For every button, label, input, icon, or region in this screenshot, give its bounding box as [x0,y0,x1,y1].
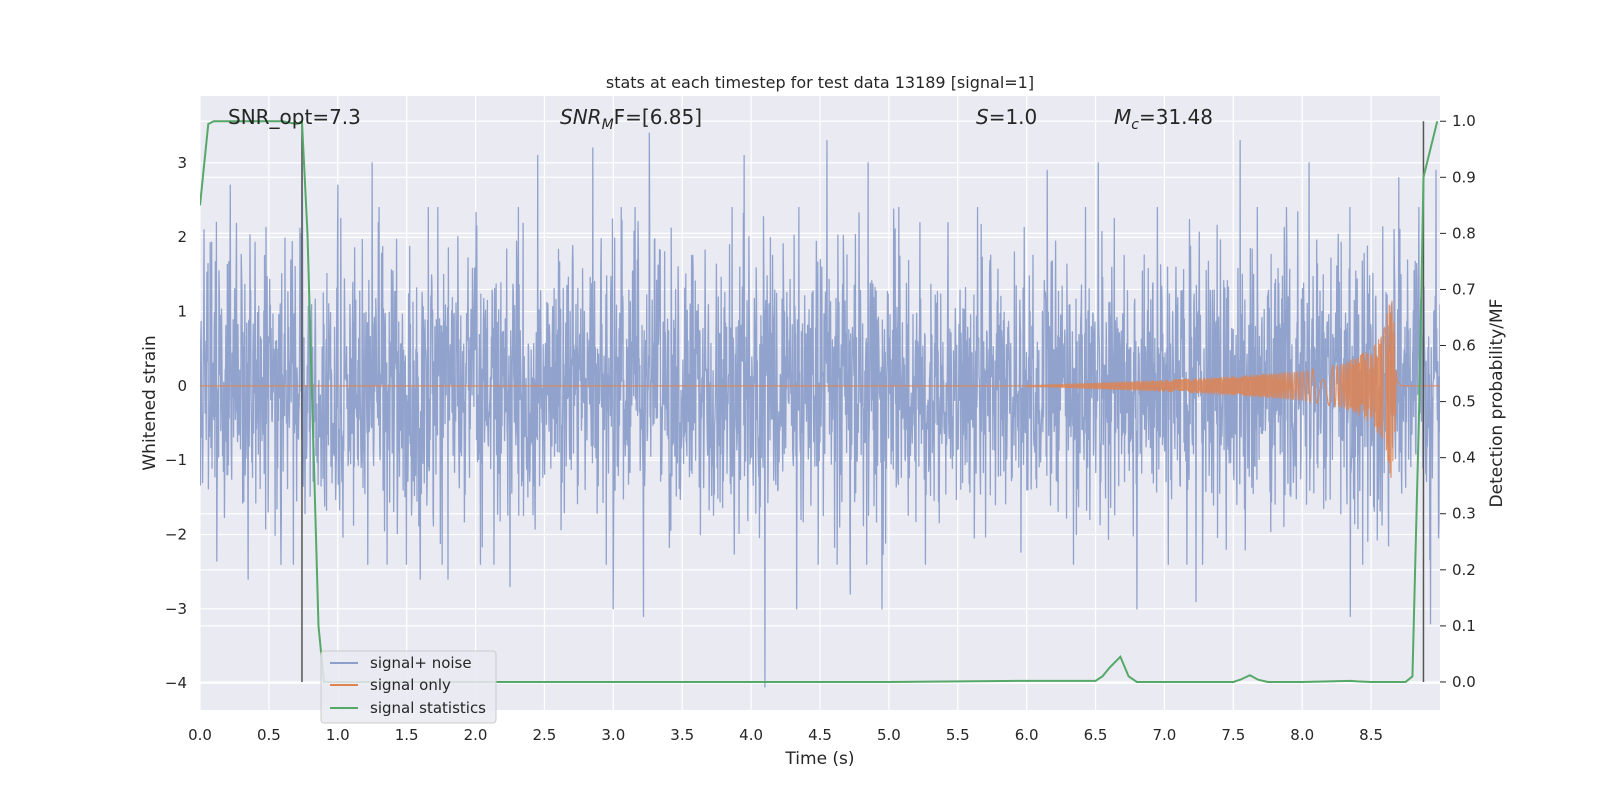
x-tick-label: 2.0 [464,726,488,744]
right-y-tick-label: 0.5 [1452,393,1476,411]
annotation-mc-main: M [1114,105,1131,129]
legend-label-signal-only: signal only [370,676,451,694]
x-tick-label: 8.5 [1359,726,1383,744]
x-tick-label: 7.5 [1221,726,1245,744]
x-tick-label: 0.0 [188,726,212,744]
left-y-tick-label: 1 [177,303,187,321]
annotation-snr-mf-sub: M [602,117,614,133]
legend: signal+ noise signal only signal statist… [320,650,497,724]
annotation-s: S=1.0 [976,105,1037,129]
x-tick-label: 6.0 [1015,726,1039,744]
chart-title: stats at each timestep for test data 131… [606,73,1034,92]
x-axis-label: Time (s) [784,749,854,769]
right-y-tick-label: 1.0 [1452,112,1476,130]
right-y-tick-label: 0.3 [1452,505,1476,523]
x-tick-label: 3.0 [601,726,625,744]
x-tick-label: 1.5 [395,726,419,744]
annotation-snr-mf-main: SNR [560,105,602,129]
annotation-snr-mf-rest: F=[6.85] [614,105,702,129]
right-y-tick-label: 0.6 [1452,337,1476,355]
annotation-mc: Mc=31.48 [1114,105,1213,133]
left-y-tick-label: 2 [177,228,187,246]
legend-label-signal-statistics: signal statistics [370,699,486,717]
legend-label-signal-noise: signal+ noise [370,654,472,672]
left-y-tick-label: 3 [177,154,187,172]
right-y-tick-label: 0.2 [1452,561,1476,579]
annotation-snr-mf: SNRMF=[6.85] [560,105,702,133]
left-y-tick-label: −2 [165,526,187,544]
x-tick-label: 0.5 [257,726,281,744]
x-tick-label: 5.5 [946,726,970,744]
x-tick-label: 5.0 [877,726,901,744]
left-y-tick-label: 0 [177,377,187,395]
x-tick-label: 4.5 [808,726,832,744]
x-tick-label: 2.5 [533,726,557,744]
x-tick-label: 4.0 [739,726,763,744]
annotation-mc-rest: =31.48 [1139,105,1213,129]
right-y-tick-label: 0.8 [1452,224,1476,242]
left-y-axis-label: Whitened strain [140,335,160,470]
right-y-tick-label: 0.4 [1452,449,1476,467]
left-y-tick-label: −1 [165,451,187,469]
signal-only-series [200,300,1440,479]
left-y-tick-label: −4 [165,674,187,692]
right-y-tick-label: 0.0 [1452,673,1476,691]
x-tick-label: 8.0 [1290,726,1314,744]
x-tick-label: 6.5 [1084,726,1108,744]
x-tick-label: 1.0 [326,726,350,744]
annotation-mc-sub: c [1131,117,1139,133]
x-tick-labels: 0.0 0.5 1.0 1.5 2.0 2.5 3.0 3.5 4.0 4.5 5.0 5.5 6.0 6… [188,726,1383,744]
right-y-tick-label: 0.9 [1452,168,1476,186]
right-y-tick-label: 0.1 [1452,617,1476,635]
annotation-s-rest: =1.0 [989,105,1038,129]
signal-statistics-series [200,119,1439,683]
right-y-tick-labels: 1.0 0.9 0.8 0.7 0.6 0.5 0.4 0.3 0.2 0.1 0.0 [1452,112,1476,691]
left-y-tick-label: −3 [165,600,187,618]
annotation-s-main: S [976,105,989,129]
x-tick-label: 7.0 [1153,726,1177,744]
right-y-tick-label: 0.7 [1452,280,1476,298]
left-y-tick-labels: 3 2 1 0 −1 −2 −3 −4 [165,154,187,692]
annotation-snr-opt: SNR_opt=7.3 [228,105,361,129]
legend-box [320,650,497,724]
right-y-axis-label: Detection probability/MF [1487,299,1507,508]
x-tick-label: 3.5 [670,726,694,744]
